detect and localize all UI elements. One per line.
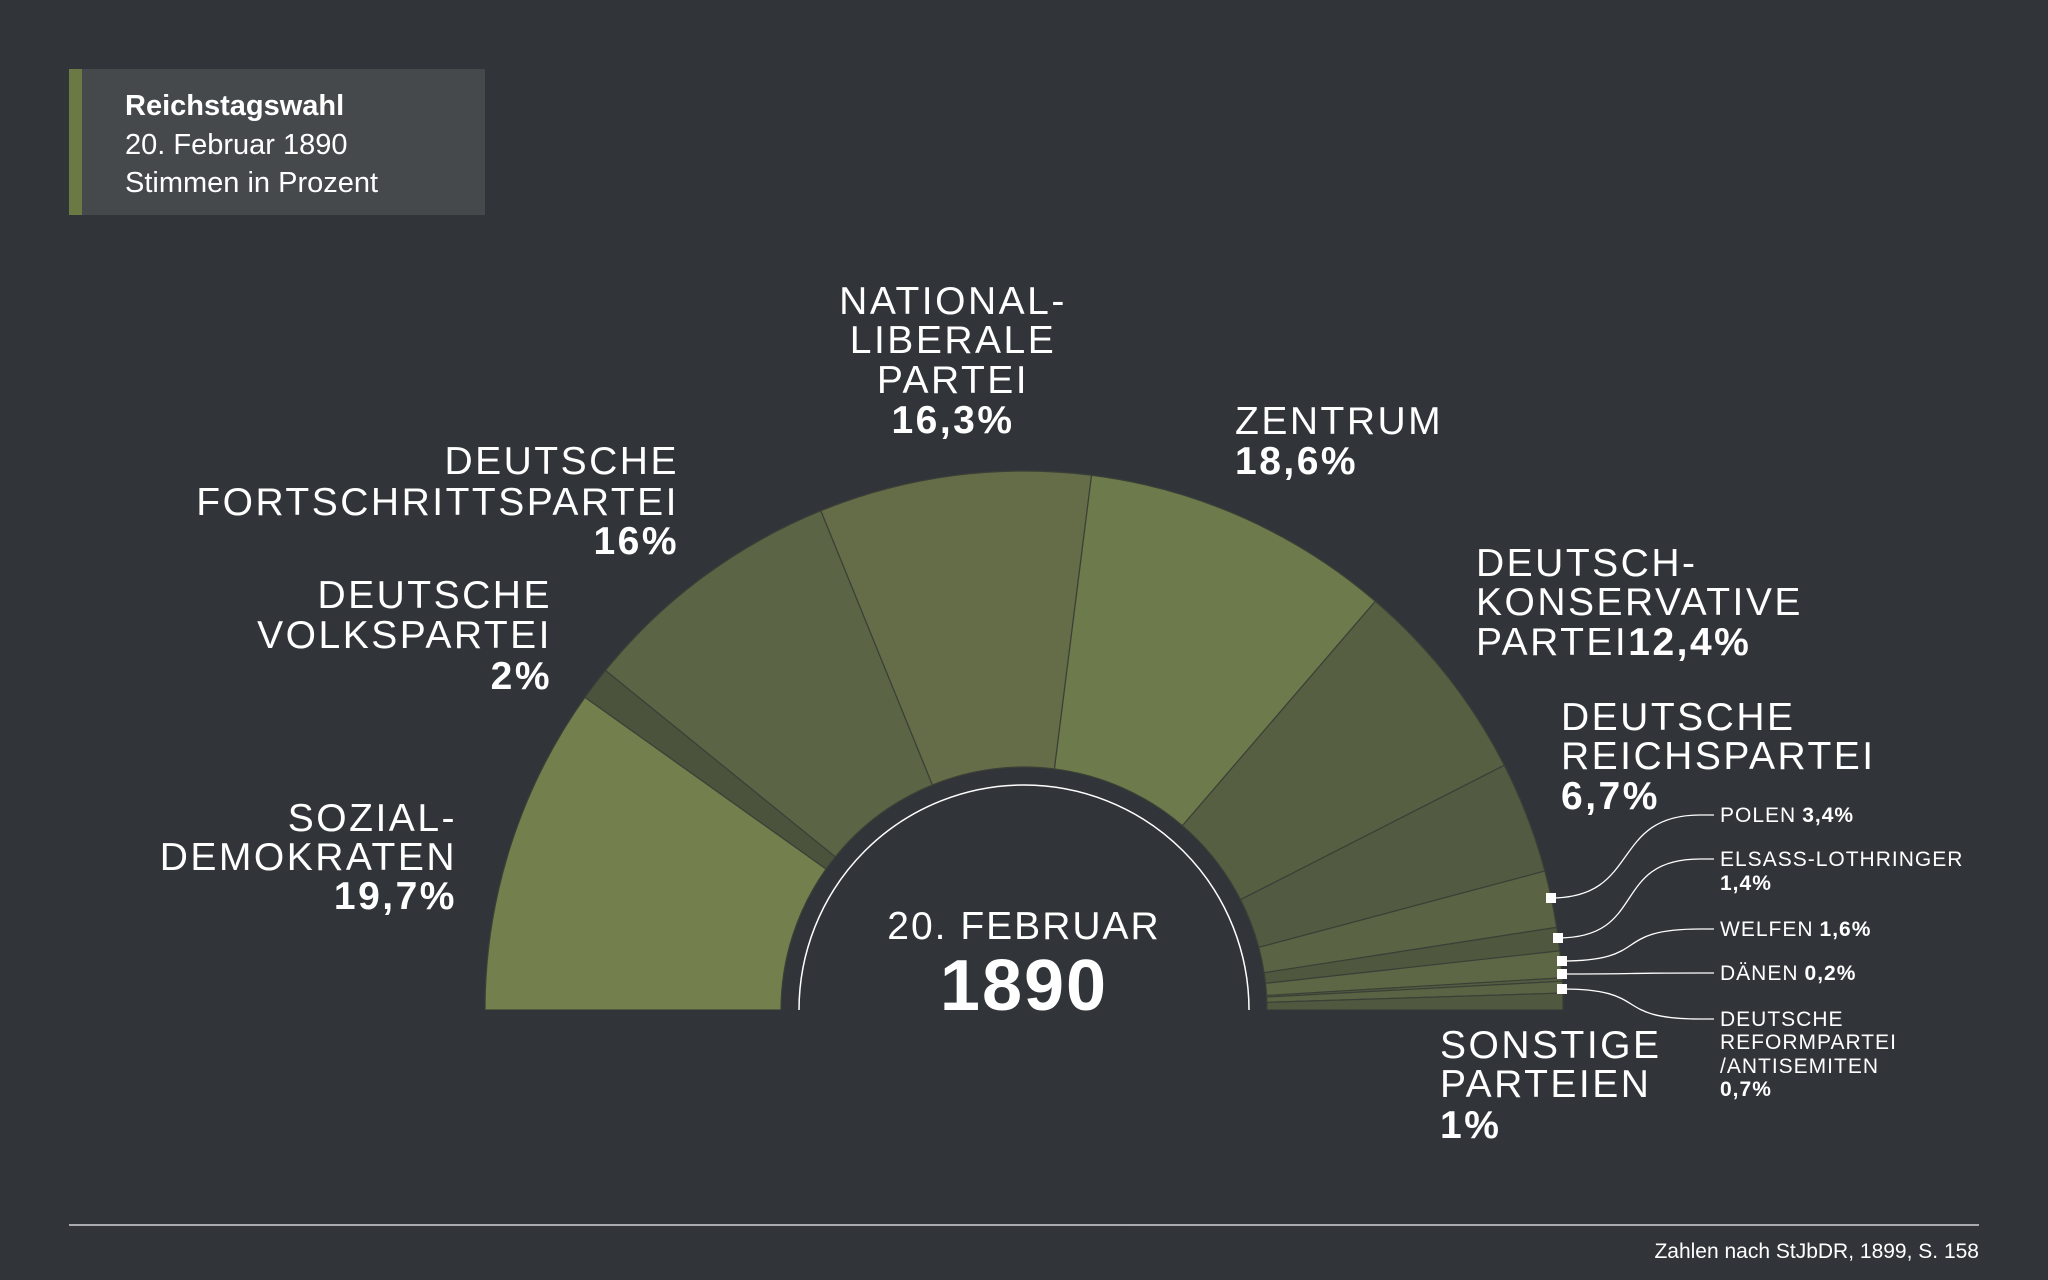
baseline-mask <box>480 1010 1568 1050</box>
category-label: DEUTSCHE <box>444 440 679 483</box>
leader-marker <box>1553 933 1563 943</box>
category-label: PARTEI12,4% <box>1476 621 1751 664</box>
category-name: DEUTSCHE <box>1720 1008 1844 1031</box>
category-name: VOLKSPARTEI <box>257 614 552 657</box>
category-label: REICHSPARTEI <box>1561 735 1876 778</box>
category-label: SONSTIGE <box>1440 1024 1662 1067</box>
title: Reichstagswahl <box>125 90 344 122</box>
category-label: DEUTSCHE <box>317 574 552 617</box>
source: Zahlen nach StJbDR, 1899, S. 158 <box>1654 1240 1979 1263</box>
category-label: SOZIAL- <box>288 797 457 840</box>
leader-line <box>1561 972 1714 975</box>
category-name: /ANTISEMITEN <box>1720 1055 1879 1078</box>
value-label: 0,2% <box>1805 962 1857 985</box>
value-label: 18,6% <box>1235 440 1358 483</box>
value-label: 2% <box>491 655 552 698</box>
category-label: WELFEN 1,6% <box>1720 918 1871 941</box>
leader-marker <box>1546 893 1556 903</box>
center-year: 1890 <box>940 946 1108 1026</box>
category-name: REICHSPARTEI <box>1561 735 1876 778</box>
category-name: DEUTSCH- <box>1476 542 1698 585</box>
center-label: 20. FEBRUAR <box>887 905 1160 948</box>
category-label: VOLKSPARTEI <box>257 614 552 657</box>
category-label: /ANTISEMITEN <box>1720 1055 1879 1078</box>
category-name: REFORMPARTEI <box>1720 1031 1897 1054</box>
leader-line <box>1557 858 1714 939</box>
category-name: FORTSCHRITTSPARTEI <box>196 481 679 524</box>
leader-marker <box>1557 984 1567 994</box>
title-box <box>69 69 485 215</box>
category-name: NATIONAL- <box>839 280 1067 323</box>
category-label: DEUTSCH- <box>1476 542 1698 585</box>
category-name: POLEN <box>1720 804 1796 827</box>
leader-line <box>1561 988 1714 1020</box>
category-label: ZENTRUM <box>1235 400 1443 443</box>
category-label: FORTSCHRITTSPARTEI <box>196 481 679 524</box>
category-name: DEMOKRATEN <box>160 836 457 879</box>
wedge <box>820 470 1093 786</box>
category-name: KONSERVATIVE <box>1476 581 1803 624</box>
category-label: KONSERVATIVE <box>1476 581 1803 624</box>
value-label: 16% <box>593 520 679 563</box>
category-label: DÄNEN 0,2% <box>1720 962 1856 985</box>
category-label: ELSASS-LOTHRINGER <box>1720 848 1963 871</box>
category-name: DEUTSCHE <box>317 574 552 617</box>
category-name: DEUTSCHE <box>1561 696 1796 739</box>
value-label: 0,7% <box>1720 1078 1772 1101</box>
category-name: LIBERALE <box>850 319 1056 362</box>
category-name: DÄNEN <box>1720 962 1799 985</box>
value-label: 3,4% <box>1802 804 1854 827</box>
category-label: PARTEIEN <box>1440 1063 1651 1106</box>
title-accent <box>69 69 82 215</box>
value-label: 12,4% <box>1628 621 1751 664</box>
category-name: ELSASS-LOTHRINGER <box>1720 848 1963 871</box>
category-name: WELFEN <box>1720 918 1814 941</box>
category-label: NATIONAL- <box>839 280 1067 323</box>
value-label: 16,3% <box>891 399 1014 442</box>
value-label: 1% <box>1440 1104 1501 1147</box>
category-name: SOZIAL- <box>288 797 457 840</box>
category-label: DEMOKRATEN <box>160 836 457 879</box>
subtitle: 20. Februar 1890 <box>125 129 347 161</box>
leader-line <box>1550 814 1714 899</box>
leader-line <box>1561 928 1714 962</box>
category-name: SONSTIGE <box>1440 1024 1662 1067</box>
category-label: REFORMPARTEI <box>1720 1031 1897 1054</box>
category-name: PARTEIEN <box>1440 1063 1651 1106</box>
category-label: LIBERALE <box>850 319 1056 362</box>
category-name: PARTEI <box>1476 621 1628 664</box>
value-label: 1,6% <box>1820 918 1872 941</box>
wedge <box>484 696 827 1011</box>
subtitle: Stimmen in Prozent <box>125 167 378 199</box>
category-label: POLEN 3,4% <box>1720 804 1854 827</box>
inner-ring <box>798 784 1250 1011</box>
category-label: DEUTSCHE <box>1720 1008 1844 1031</box>
category-name: ZENTRUM <box>1235 400 1443 443</box>
leader-marker <box>1557 956 1567 966</box>
value-label: 6,7% <box>1561 775 1660 818</box>
leader-marker <box>1557 969 1567 979</box>
category-label: PARTEI <box>877 359 1029 402</box>
value-label: 19,7% <box>334 875 457 918</box>
category-name: DEUTSCHE <box>444 440 679 483</box>
category-label: DEUTSCHE <box>1561 696 1796 739</box>
wedge <box>1053 474 1377 827</box>
category-name: PARTEI <box>877 359 1029 402</box>
value-label: 1,4% <box>1720 872 1772 895</box>
wedge <box>604 509 934 858</box>
